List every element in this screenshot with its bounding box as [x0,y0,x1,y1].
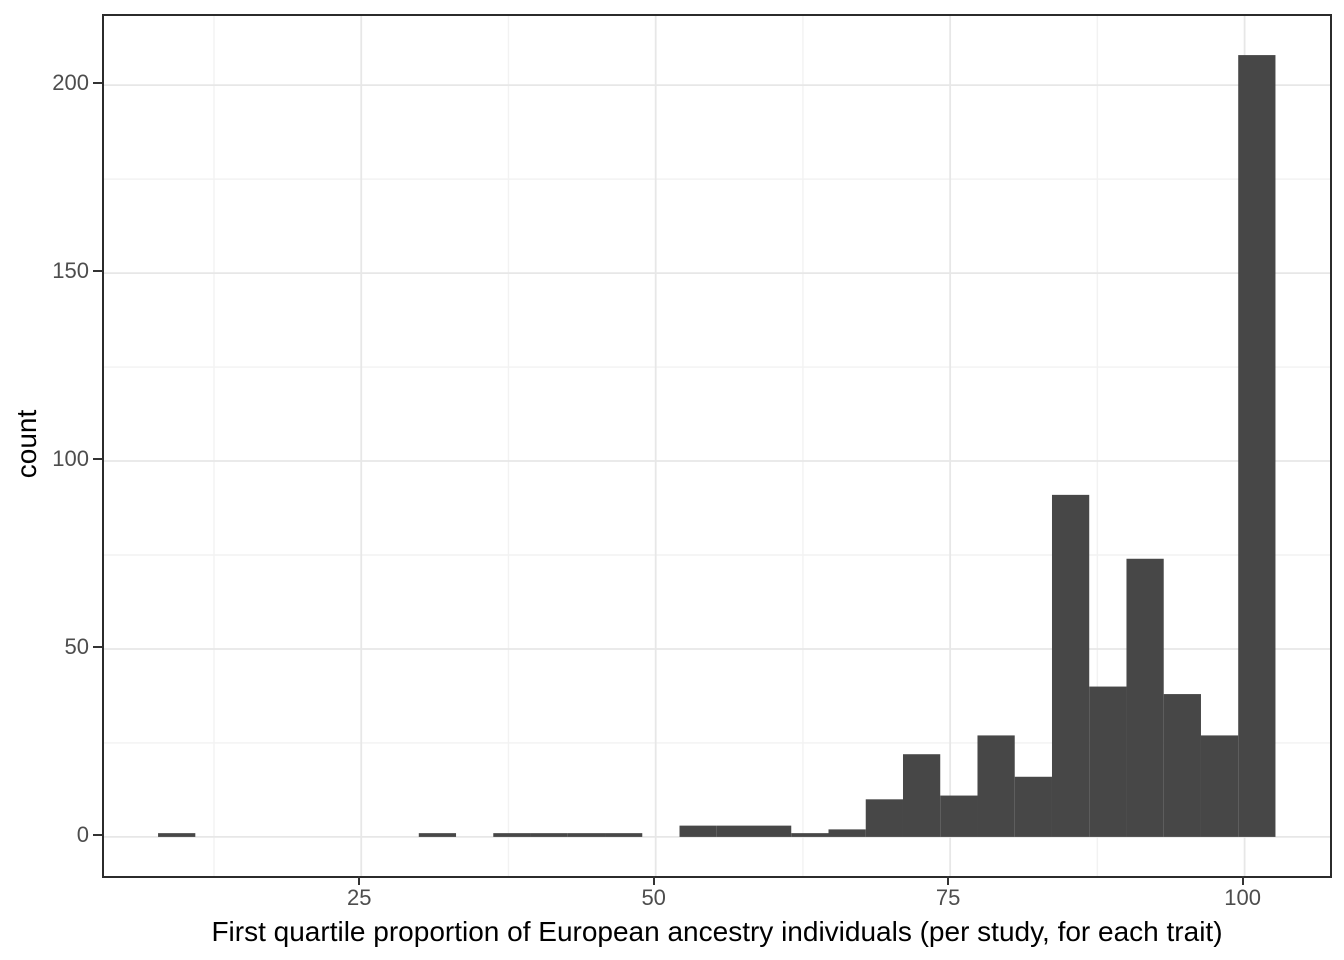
y-tick-label: 100 [52,446,89,472]
x-tick-mark [947,876,950,885]
histogram-bar [605,833,643,837]
x-tick-label: 50 [641,885,666,910]
histogram-bar [1126,558,1164,837]
x-tick-label: 75 [935,885,961,910]
x-tick-mark [652,876,655,885]
histogram-bar [828,829,866,837]
histogram-bar [902,754,941,837]
chart-panel [102,14,1332,878]
histogram-bar [1238,55,1276,837]
x-tick-label: 25 [346,885,372,910]
histogram-bar [1163,694,1201,837]
y-tick-mark [93,82,102,85]
histogram-svg [104,16,1330,876]
y-tick-label: 50 [64,633,89,659]
y-axis-title: count [11,409,42,479]
x-tick-mark [358,876,361,885]
histogram-bar [977,735,1015,837]
histogram-bar [567,833,606,837]
histogram-bar [418,833,457,837]
x-axis-title: First quartile proportion of European an… [211,916,1223,947]
histogram-bar [940,795,978,837]
y-tick-label: 200 [52,70,89,96]
y-tick-label: 0 [76,821,89,847]
histogram-bar [865,799,903,837]
histogram-bar [716,825,755,837]
x-tick-mark [1241,876,1244,885]
histogram-bar [679,825,717,837]
histogram-bar [1089,686,1127,837]
histogram-bar [754,825,792,837]
histogram-bar [1014,776,1052,837]
y-tick-label: 150 [52,258,89,284]
y-tick-mark [93,270,102,273]
histogram-bar [530,833,568,837]
histogram-bar [158,833,196,837]
histogram-bar [1200,735,1239,837]
x-tick-label: 100 [1224,885,1261,910]
histogram-bar [1051,494,1090,837]
y-tick-mark [93,645,102,649]
y-tick-mark [93,458,102,461]
histogram-bar [493,833,531,837]
histogram-bar [791,833,829,837]
y-tick-mark [93,833,102,837]
